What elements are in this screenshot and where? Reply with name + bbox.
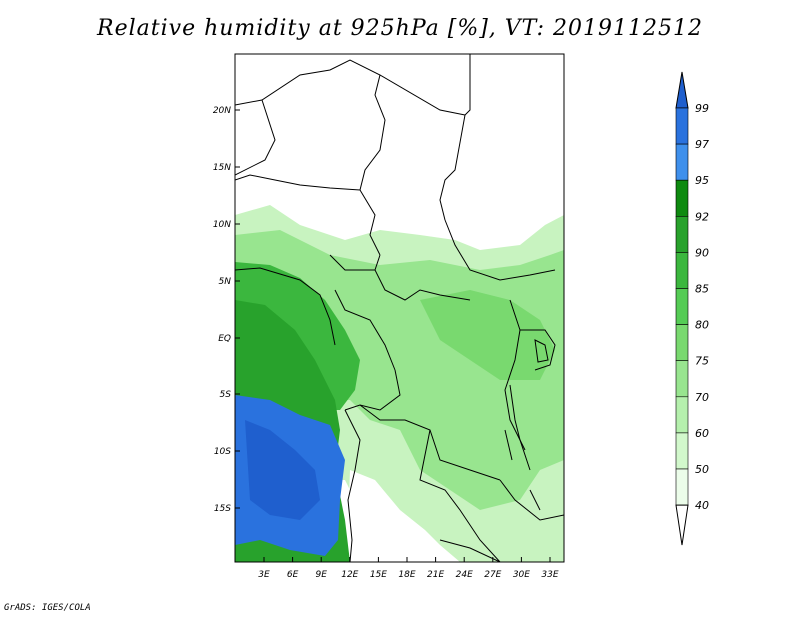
colorbar-segment bbox=[675, 360, 689, 398]
lat-tick-label: 10N bbox=[213, 220, 231, 230]
humidity-area-green2 bbox=[420, 290, 555, 380]
colorbar-label: 99 bbox=[695, 102, 709, 115]
colorbar-segment bbox=[675, 396, 689, 434]
longitude-axis: 3E 6E 9E 12E 15E 18E 21E 24E 27E 30E 33E bbox=[258, 557, 559, 580]
colorbar-label: 97 bbox=[695, 138, 709, 151]
lon-tick-label: 21E bbox=[427, 570, 444, 580]
humidity-area-white-south bbox=[348, 470, 460, 562]
colorbar-segment bbox=[675, 179, 689, 217]
lon-tick-label: 6E bbox=[287, 570, 299, 580]
colorbar-label: 85 bbox=[695, 283, 709, 296]
colorbar-label: 90 bbox=[695, 246, 709, 259]
lon-tick-label: 30E bbox=[513, 570, 530, 580]
colorbar-segment bbox=[675, 107, 689, 145]
lon-tick-label: 12E bbox=[341, 570, 358, 580]
colorbar-cap-bottom bbox=[675, 504, 689, 546]
lat-tick-label: 10S bbox=[214, 447, 231, 457]
colorbar-label: 75 bbox=[695, 355, 709, 368]
colorbar-segment bbox=[675, 324, 689, 362]
colorbar-label: 60 bbox=[695, 427, 709, 440]
colorbar-label: 70 bbox=[695, 391, 709, 404]
lon-tick-label: 27E bbox=[484, 570, 501, 580]
colorbar-label: 50 bbox=[695, 463, 709, 476]
colorbar-segment bbox=[675, 432, 689, 470]
lon-tick-label: 9E bbox=[315, 570, 327, 580]
colorbar-label: 92 bbox=[695, 210, 709, 223]
lat-tick-label: 15N bbox=[213, 163, 231, 173]
colorbar-segment bbox=[675, 468, 689, 506]
colorbar-cap-top bbox=[675, 71, 689, 109]
country-borders bbox=[235, 54, 564, 562]
lat-tick-label: EQ bbox=[218, 334, 231, 344]
map-title: Relative humidity at 925hPa [%], VT: 201… bbox=[97, 16, 703, 41]
lat-tick-label: 20N bbox=[213, 106, 231, 116]
humidity-field bbox=[235, 54, 564, 562]
colorbar-segment bbox=[675, 288, 689, 325]
lakes bbox=[504, 339, 549, 511]
colorbar-segment bbox=[675, 143, 689, 181]
lon-tick-label: 18E bbox=[398, 570, 415, 580]
colorbar-segment bbox=[675, 216, 689, 253]
map-border bbox=[234, 53, 565, 563]
humidity-area-blue2 bbox=[245, 420, 320, 520]
lon-tick-label: 15E bbox=[370, 570, 387, 580]
latitude-axis: 20N 15N 10N 5N EQ 5S 10S 15S bbox=[213, 106, 240, 514]
lon-tick-label: 24E bbox=[456, 570, 473, 580]
lat-tick-label: 15S bbox=[214, 504, 231, 514]
lon-tick-label: 33E bbox=[541, 570, 558, 580]
colorbar-label: 40 bbox=[695, 499, 709, 512]
colorbar-label: 95 bbox=[695, 174, 709, 187]
grads-credit: GrADS: IGES/COLA bbox=[4, 603, 91, 613]
colorbar-segment bbox=[675, 252, 689, 289]
lat-tick-label: 5S bbox=[220, 390, 232, 400]
lat-tick-label: 5N bbox=[219, 277, 232, 287]
colorbar-label: 80 bbox=[695, 319, 709, 332]
lon-tick-label: 3E bbox=[258, 570, 270, 580]
colorbar: 99 97 95 92 90 85 80 75 70 60 50 40 bbox=[675, 71, 709, 546]
humidity-area-white-north bbox=[235, 54, 564, 248]
